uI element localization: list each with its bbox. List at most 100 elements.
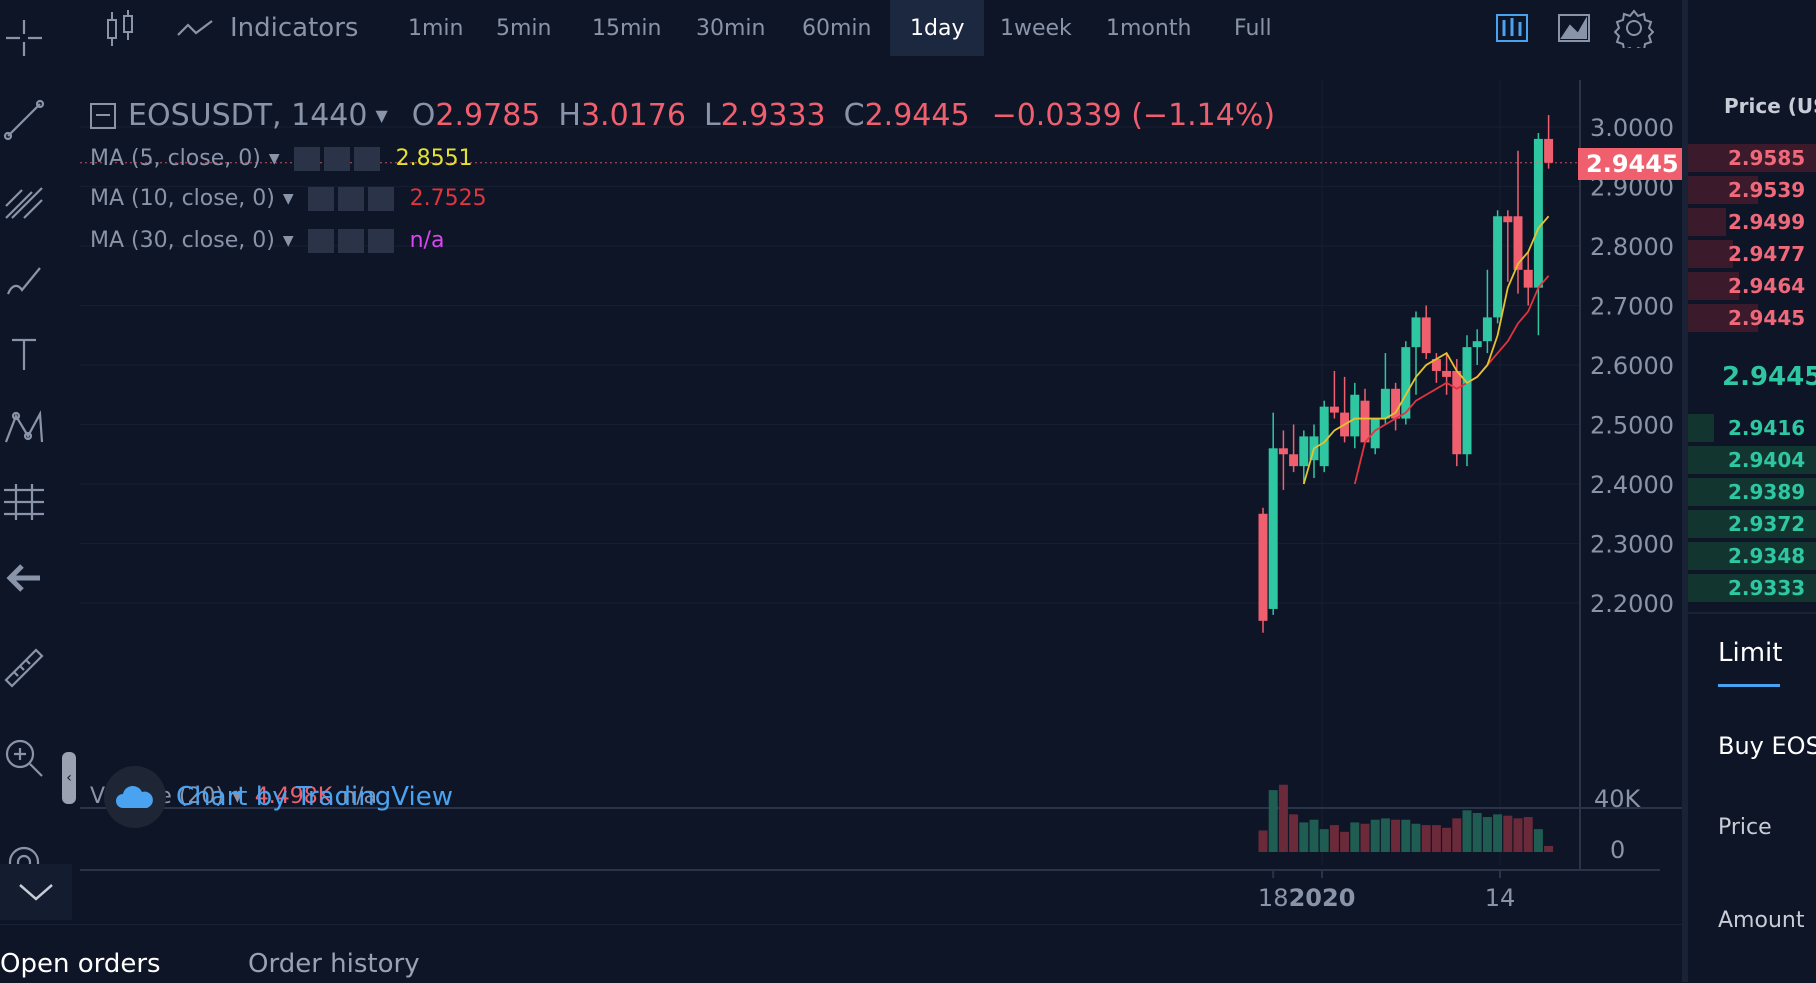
- bid-row[interactable]: 2.9348: [1688, 542, 1816, 570]
- ask-row[interactable]: 2.9585: [1688, 144, 1816, 172]
- collapse-legend-icon[interactable]: [90, 102, 116, 129]
- volume-bar: [1544, 845, 1554, 852]
- volume-bar: [1289, 814, 1299, 852]
- text-tool-icon[interactable]: [0, 330, 48, 378]
- candle-body: [1299, 436, 1309, 467]
- candlestick-chart[interactable]: 3.00002.90002.80002.70002.60002.50002.40…: [80, 70, 1682, 910]
- ma5-visibility-icon[interactable]: [293, 146, 320, 171]
- order-book-last-price: 2.9445: [1722, 362, 1816, 392]
- tab-order-history[interactable]: Order history: [248, 949, 420, 979]
- chevron-down-icon: [19, 884, 53, 901]
- candle-type-icon[interactable]: [102, 0, 138, 56]
- symbol-label[interactable]: EOSUSDT, 1440: [128, 98, 368, 133]
- ask-row[interactable]: 2.9464: [1688, 272, 1816, 300]
- interval-1week[interactable]: 1week: [1000, 15, 1072, 41]
- interval-15min[interactable]: 15min: [592, 15, 662, 41]
- collapse-panel-button[interactable]: [0, 864, 72, 920]
- back-arrow-icon[interactable]: [0, 554, 48, 602]
- candle-body: [1268, 448, 1278, 609]
- ask-depth-bar: [1688, 144, 1816, 172]
- ask-depth-bar: [1688, 176, 1759, 204]
- bid-row[interactable]: 2.9416: [1688, 414, 1816, 442]
- bid-row[interactable]: 2.9372: [1688, 510, 1816, 538]
- panel-divider[interactable]: [1682, 0, 1688, 982]
- ask-price: 2.9585: [1728, 146, 1806, 170]
- ask-price: 2.9464: [1728, 274, 1806, 298]
- interval-1min[interactable]: 1min: [408, 15, 464, 41]
- volume-bar: [1452, 818, 1462, 852]
- bid-row[interactable]: 2.9389: [1688, 478, 1816, 506]
- area-chart-icon[interactable]: [1558, 0, 1590, 56]
- cloud-logo-icon: [104, 766, 166, 828]
- price-chart[interactable]: 3.0000 2.9000 2.8000 2.7000 2.6000 2.5000 2.40…: [80, 70, 1687, 910]
- candle-body: [1533, 138, 1543, 288]
- ma10-visibility-icon[interactable]: [307, 186, 334, 211]
- tab-limit[interactable]: Limit: [1718, 638, 1783, 668]
- ma30-visibility-icon[interactable]: [307, 228, 334, 253]
- price-axis-tick: 2.6000: [1590, 352, 1674, 380]
- interval-1day[interactable]: 1day: [890, 0, 985, 56]
- indicators-button[interactable]: Indicators: [176, 0, 358, 56]
- volume-bar: [1258, 830, 1268, 852]
- sidebar-collapse-handle[interactable]: ‹: [62, 752, 76, 804]
- symbol-dropdown-icon[interactable]: ▼: [375, 106, 388, 125]
- low-label: L: [703, 98, 721, 133]
- bid-row[interactable]: 2.9333: [1688, 574, 1816, 602]
- ask-depth-bar: [1688, 208, 1727, 236]
- interval-60min[interactable]: 60min: [802, 15, 872, 41]
- ma10-remove-icon[interactable]: [367, 186, 394, 211]
- indicators-label: Indicators: [230, 13, 359, 43]
- settings-gear-icon[interactable]: [1614, 0, 1654, 56]
- volume-bar: [1268, 790, 1278, 852]
- ruler-icon[interactable]: [0, 644, 48, 692]
- ma10-settings-icon[interactable]: [337, 186, 364, 211]
- interval-5min[interactable]: 5min: [496, 15, 552, 41]
- candle-body: [1411, 317, 1421, 348]
- ask-row[interactable]: 2.9539: [1688, 176, 1816, 204]
- buy-label: Buy EOS: [1718, 732, 1816, 760]
- ma5-legend: MA (5, close, 0) ▼ 2.8551: [90, 146, 473, 171]
- ask-row[interactable]: 2.9499: [1688, 208, 1816, 236]
- drawing-toolbar: [0, 0, 72, 920]
- interval-full[interactable]: Full: [1234, 15, 1272, 41]
- ma5-dropdown-icon[interactable]: ▼: [268, 150, 280, 167]
- ask-row[interactable]: 2.9445: [1688, 304, 1816, 332]
- ma10-label[interactable]: MA (10, close, 0): [90, 186, 275, 211]
- pattern-tool-icon[interactable]: [0, 404, 48, 452]
- bid-row[interactable]: 2.9404: [1688, 446, 1816, 474]
- ma5-label[interactable]: MA (5, close, 0): [90, 146, 261, 171]
- ma5-remove-icon[interactable]: [353, 146, 380, 171]
- volume-dropdown-icon[interactable]: ▼: [231, 788, 243, 805]
- ma30-label[interactable]: MA (30, close, 0): [90, 228, 275, 253]
- ma30-remove-icon[interactable]: [367, 228, 394, 253]
- ma5-settings-icon[interactable]: [323, 146, 350, 171]
- depth-chart-icon[interactable]: [1496, 0, 1528, 56]
- volume-bar: [1370, 819, 1380, 852]
- brush-icon[interactable]: [0, 256, 48, 304]
- open-value: 2.9785: [435, 98, 541, 133]
- candle-body: [1401, 347, 1411, 419]
- close-label: C: [843, 98, 865, 133]
- bid-depth-bar: [1688, 574, 1816, 602]
- ma10-dropdown-icon[interactable]: ▼: [282, 190, 294, 207]
- volume-bar: [1391, 819, 1401, 852]
- interval-30min[interactable]: 30min: [696, 15, 766, 41]
- interval-1month[interactable]: 1month: [1106, 15, 1192, 41]
- candle-body: [1482, 317, 1492, 342]
- ma30-settings-icon[interactable]: [337, 228, 364, 253]
- ma30-value: n/a: [409, 228, 445, 253]
- ma30-dropdown-icon[interactable]: ▼: [282, 232, 294, 249]
- tradingview-watermark[interactable]: Chart by TradingView: [104, 766, 453, 828]
- candle-body: [1442, 370, 1452, 377]
- zoom-in-icon[interactable]: [0, 734, 48, 782]
- volume-ma-value: n/a: [342, 784, 378, 809]
- trend-line-icon[interactable]: [0, 96, 48, 144]
- fib-tool-icon[interactable]: [0, 176, 48, 224]
- tab-open-orders[interactable]: Open orders: [0, 949, 161, 979]
- crosshair-icon[interactable]: [0, 14, 48, 62]
- measure-tool-icon[interactable]: [0, 478, 48, 526]
- time-axis-tick: 14: [1485, 884, 1516, 910]
- ask-row[interactable]: 2.9477: [1688, 240, 1816, 268]
- price-axis-tick: 2.8000: [1590, 233, 1674, 261]
- bid-depth-bar: [1688, 478, 1816, 506]
